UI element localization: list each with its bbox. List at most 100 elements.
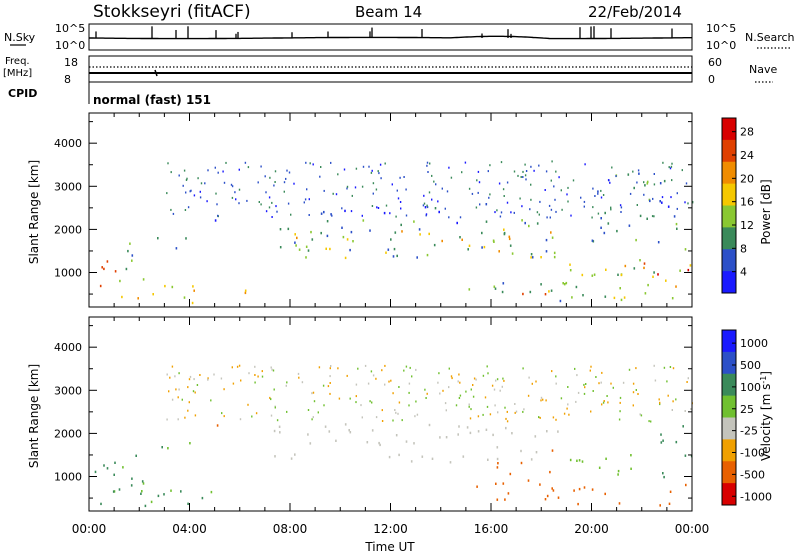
heatmap-cell xyxy=(520,461,523,465)
heatmap-cell xyxy=(396,189,398,192)
heatmap-cell xyxy=(590,410,592,413)
heatmap-cell xyxy=(335,193,338,196)
heatmap-cell xyxy=(569,263,571,266)
heatmap-cell xyxy=(177,418,179,421)
heatmap-cell xyxy=(416,256,418,259)
heatmap-cell xyxy=(658,398,660,401)
heatmap-cell xyxy=(423,194,425,197)
heatmap-cell xyxy=(646,182,649,185)
heatmap-cell xyxy=(385,204,388,207)
heatmap-cell xyxy=(583,200,586,203)
heatmap-cell xyxy=(238,202,240,205)
heatmap-cell xyxy=(590,365,592,368)
heatmap-cell xyxy=(207,169,209,172)
heatmap-cell xyxy=(654,379,657,382)
heatmap-cell xyxy=(371,205,374,207)
heatmap-cell xyxy=(581,460,584,463)
heatmap-cell xyxy=(260,203,262,206)
heatmap-cell xyxy=(604,492,606,496)
heatmap-cell xyxy=(545,238,548,242)
heatmap-cell xyxy=(251,415,253,418)
heatmap-cell xyxy=(607,401,609,404)
heatmap-cell xyxy=(659,182,662,185)
heatmap-cell xyxy=(550,289,553,292)
power-colorbar-tick-label: 28 xyxy=(740,126,754,139)
heatmap-cell xyxy=(536,211,539,214)
heatmap-cell xyxy=(414,415,416,418)
heatmap-cell xyxy=(94,470,97,474)
heatmap-cell xyxy=(419,233,421,236)
heatmap-cell xyxy=(193,289,195,292)
heatmap-cell xyxy=(357,367,359,370)
heatmap-cell xyxy=(539,483,541,486)
heatmap-cell xyxy=(235,198,237,201)
heatmap-cell xyxy=(293,182,295,185)
heatmap-cell xyxy=(595,376,597,378)
heatmap-cell xyxy=(667,205,670,208)
heatmap-cell xyxy=(499,389,501,392)
heatmap-cell xyxy=(456,221,458,225)
heatmap-cell xyxy=(550,179,552,182)
heatmap-cell xyxy=(106,467,109,470)
heatmap-cell xyxy=(455,404,458,407)
heatmap-cell xyxy=(605,457,607,460)
heatmap-cell xyxy=(140,492,142,495)
heatmap-cell xyxy=(185,237,187,240)
heatmap-cell xyxy=(486,405,489,408)
heatmap-cell xyxy=(225,161,227,164)
heatmap-cell xyxy=(663,475,665,479)
x-tick-label: 08:00 xyxy=(273,522,308,536)
heatmap-cell xyxy=(504,498,506,501)
heatmap-cell xyxy=(675,398,677,401)
heatmap-cell xyxy=(199,374,201,376)
heatmap-cell xyxy=(309,442,312,445)
y-tick-label: 3000 xyxy=(54,180,82,193)
heatmap-cell xyxy=(489,164,491,167)
heatmap-cell xyxy=(592,390,594,392)
velocity-ylabel: Slant Range [km] xyxy=(27,364,41,468)
heatmap-cell xyxy=(517,174,519,177)
heatmap-cell xyxy=(527,479,530,482)
heatmap-cell xyxy=(172,212,175,215)
heatmap-cell xyxy=(466,426,469,429)
heatmap-cell xyxy=(142,278,145,281)
heatmap-cell xyxy=(439,436,441,439)
heatmap-cell xyxy=(551,160,553,163)
heatmap-cell xyxy=(244,161,247,164)
heatmap-cell xyxy=(398,401,401,404)
heatmap-cell xyxy=(609,181,611,184)
heatmap-cell xyxy=(504,406,506,409)
heatmap-cell xyxy=(216,203,218,206)
heatmap-cell xyxy=(141,490,143,493)
heatmap-cell xyxy=(411,375,413,378)
heatmap-cell xyxy=(238,188,241,191)
heatmap-cell xyxy=(562,282,564,285)
heatmap-cell xyxy=(177,396,179,399)
heatmap-cell xyxy=(485,428,488,431)
heatmap-cell xyxy=(290,213,292,216)
heatmap-cell xyxy=(643,181,645,184)
heatmap-cell xyxy=(426,206,429,209)
heatmap-cell xyxy=(477,191,479,194)
heatmap-cell xyxy=(349,431,352,434)
heatmap-cell xyxy=(125,267,128,271)
heatmap-cell xyxy=(640,414,643,417)
heatmap-cell xyxy=(479,203,481,206)
heatmap-cell xyxy=(273,429,276,433)
heatmap-cell xyxy=(423,202,426,205)
heatmap-cell xyxy=(166,418,168,421)
heatmap-cell xyxy=(106,260,109,263)
heatmap-cell xyxy=(553,255,556,259)
heatmap-cell xyxy=(435,183,437,186)
heatmap-cell xyxy=(663,366,666,369)
velocity-colorbar-segment xyxy=(722,439,736,462)
heatmap-cell xyxy=(506,420,509,423)
heatmap-cell xyxy=(620,211,622,213)
heatmap-cell xyxy=(624,264,627,268)
heatmap-cell xyxy=(464,161,467,164)
heatmap-cell xyxy=(434,207,437,210)
velocity-colorbar-tick-label: -100 xyxy=(740,447,765,460)
heatmap-cell xyxy=(643,266,645,270)
heatmap-cell xyxy=(503,228,505,231)
heatmap-cell xyxy=(628,368,631,371)
